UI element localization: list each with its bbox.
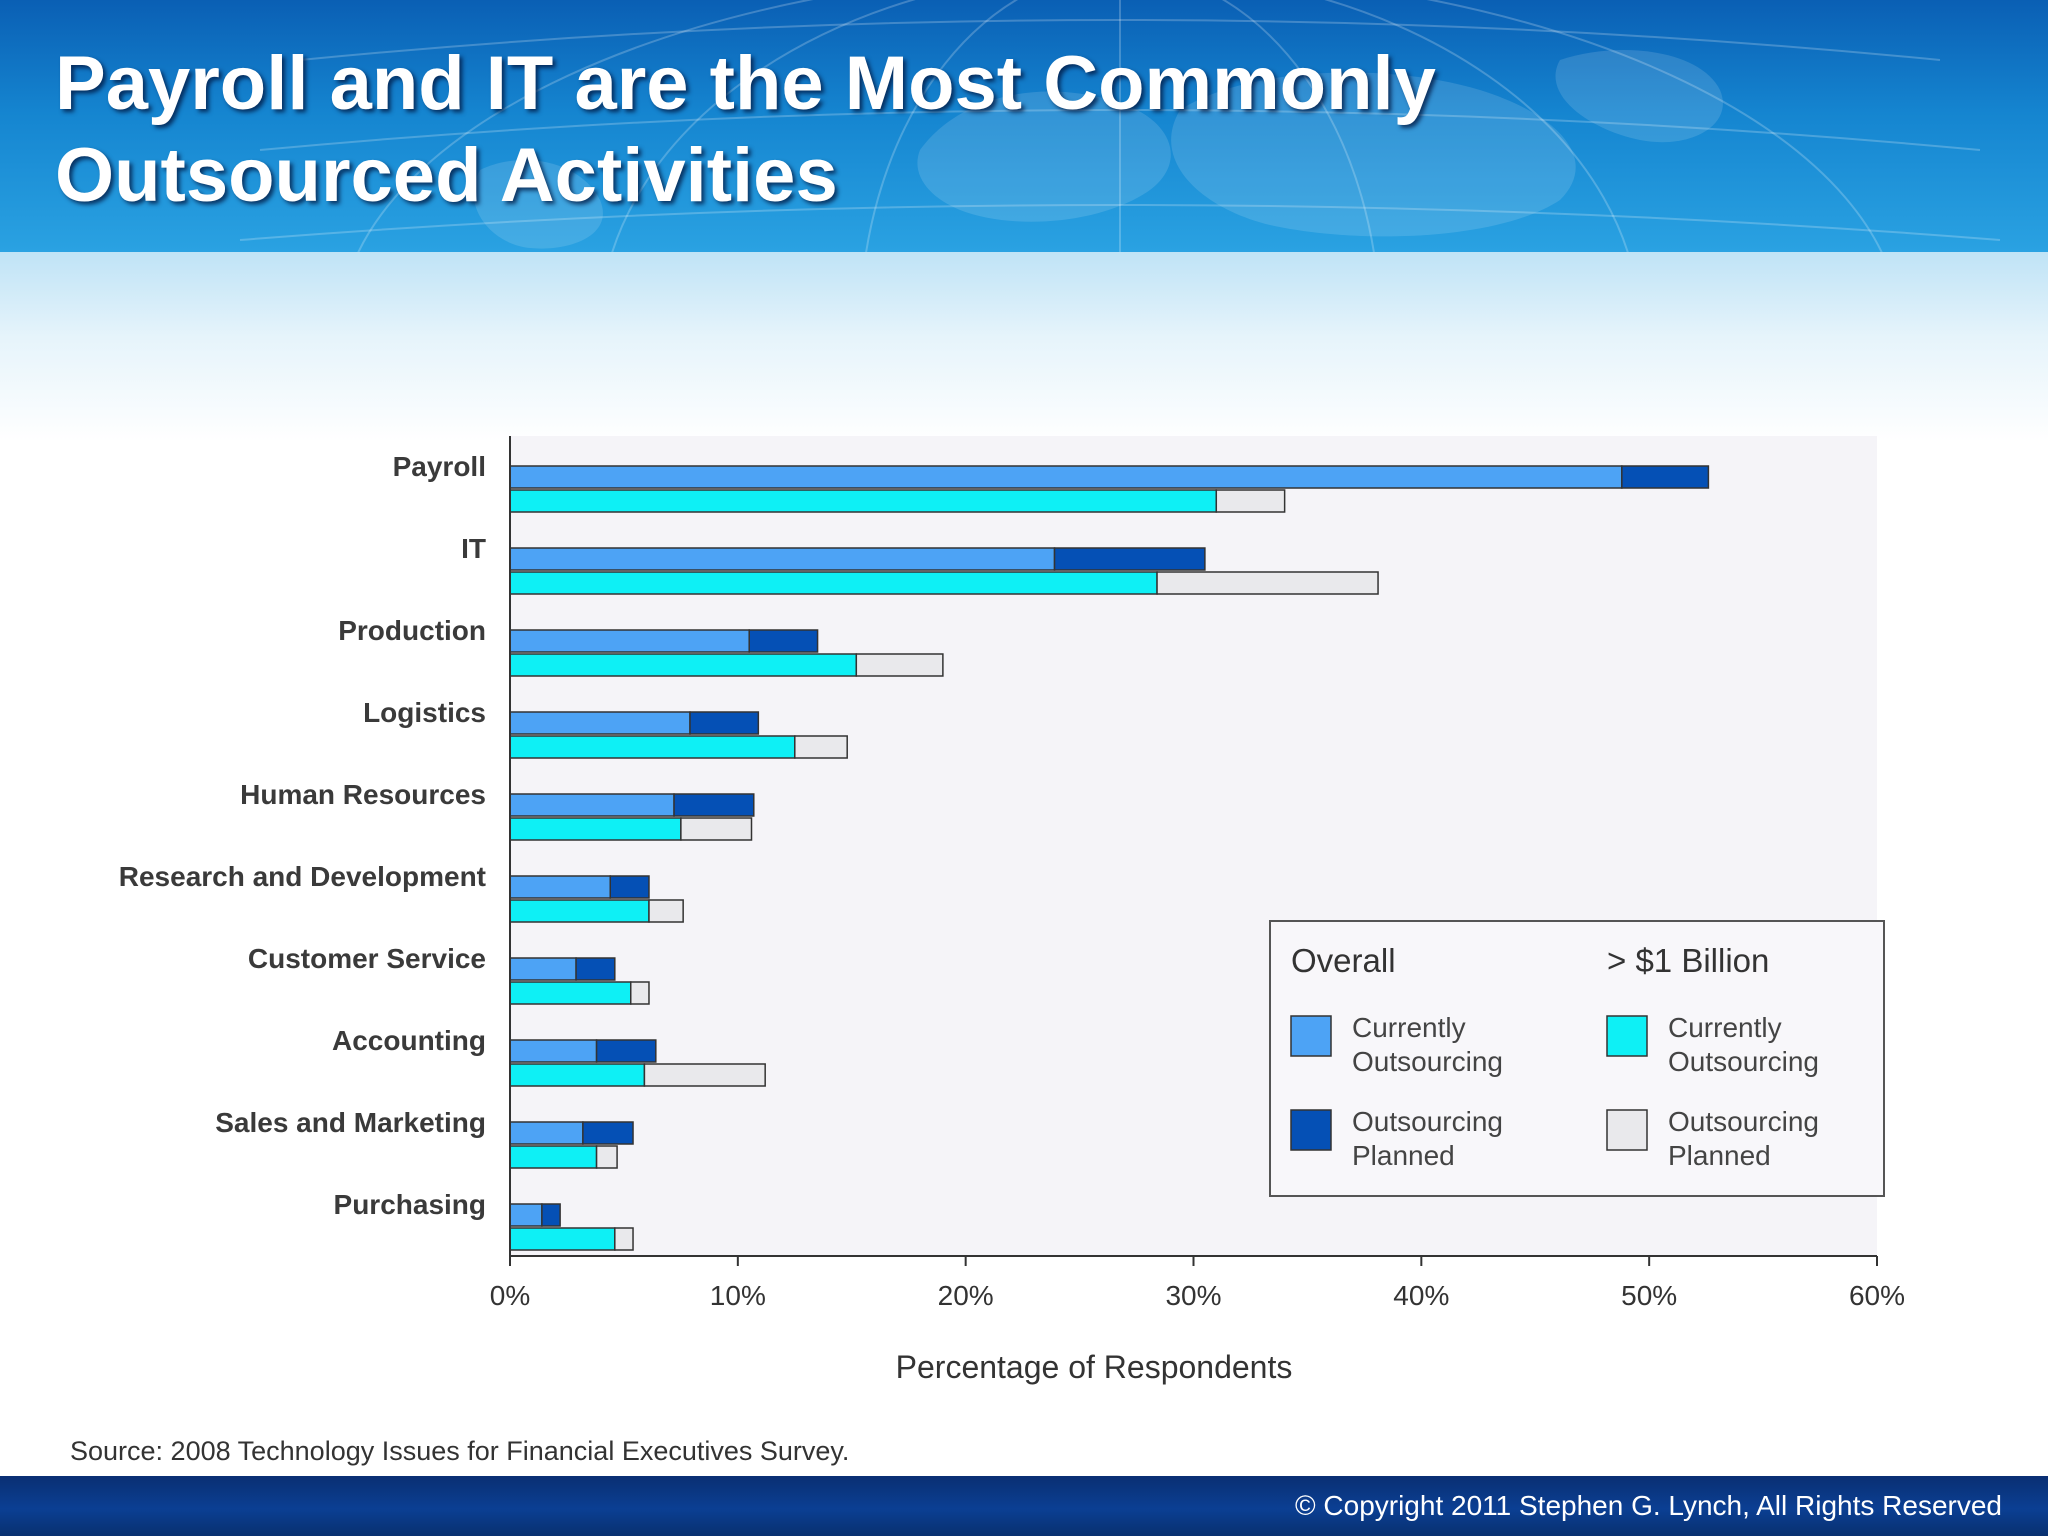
legend-label-line-1: Outsourcing	[1352, 1106, 1503, 1137]
bar-sales-and-marketing-billion-current	[509, 1145, 598, 1169]
bar-customer-service-billion-current	[509, 981, 632, 1005]
bar-it-overall-current	[509, 547, 1056, 571]
title-line-2: Outsourced Activities	[55, 133, 838, 218]
title-line-1: Payroll and IT are the Most Commonly	[55, 41, 1436, 126]
slide-title: Payroll and IT are the Most Commonly Out…	[55, 38, 1655, 222]
bar-customer-service-billion-planned	[630, 981, 650, 1005]
header-banner	[0, 0, 2048, 252]
bar-production-overall-planned	[748, 629, 819, 653]
bar-purchasing-overall-current	[509, 1203, 543, 1227]
legend-label-line-1: Currently	[1668, 1012, 1782, 1043]
bar-production-overall-current	[509, 629, 750, 653]
bar-human-resources-billion-current	[509, 817, 682, 841]
bar-human-resources-billion-planned	[680, 817, 753, 841]
copyright-notice: © Copyright 2011 Stephen G. Lynch, All R…	[1294, 1490, 2002, 1521]
category-label-payroll: Payroll	[393, 451, 486, 482]
category-label-logistics: Logistics	[363, 697, 486, 728]
x-axis-title: Percentage of Respondents	[896, 1349, 1293, 1385]
bar-research-and-development-billion-planned	[648, 899, 684, 923]
legend-label-line-2: Outsourcing	[1352, 1046, 1503, 1077]
tick-labels-layer: 0% 10% 20% 30% 40% 50% 60%	[490, 1280, 1905, 1311]
legend-label-line-2: Planned	[1668, 1140, 1771, 1171]
legend: Overall > $1 BillionCurrentlyOutsourcingO…	[1269, 920, 1885, 1197]
x-tick-label: 40%	[1393, 1280, 1449, 1311]
bar-accounting-overall-planned	[595, 1039, 657, 1063]
legend-swatch	[1290, 1015, 1332, 1057]
bar-logistics-overall-current	[509, 711, 691, 735]
source-note: Source: 2008 Technology Issues for Finan…	[70, 1436, 850, 1466]
legend-group-title: Overall	[1291, 942, 1396, 979]
bar-sales-and-marketing-billion-planned	[595, 1145, 618, 1169]
legend-swatch	[1606, 1015, 1648, 1057]
category-label-it: IT	[461, 533, 486, 564]
bar-customer-service-overall-planned	[575, 957, 616, 981]
bar-logistics-overall-planned	[689, 711, 760, 735]
header-fade	[0, 252, 2048, 442]
category-label-research-and-development: Research and Development	[119, 861, 486, 892]
legend-label-line-2: Planned	[1352, 1140, 1455, 1171]
x-tick-label: 20%	[938, 1280, 994, 1311]
bar-production-billion-current	[509, 653, 858, 677]
bar-payroll-overall-current	[509, 465, 1623, 489]
bar-research-and-development-overall-planned	[609, 875, 650, 899]
category-label-purchasing: Purchasing	[334, 1189, 486, 1220]
bar-logistics-billion-current	[509, 735, 796, 759]
bar-accounting-billion-planned	[643, 1063, 766, 1087]
legend-label-line-1: Outsourcing	[1668, 1106, 1819, 1137]
category-label-human-resources: Human Resources	[240, 779, 486, 810]
bar-it-overall-planned	[1053, 547, 1206, 571]
legend-swatch	[1290, 1109, 1332, 1151]
bar-it-billion-planned	[1156, 571, 1379, 595]
legend-group-title: > $1 Billion	[1607, 942, 1769, 979]
bar-research-and-development-overall-current	[509, 875, 611, 899]
bar-customer-service-overall-current	[509, 957, 577, 981]
bar-human-resources-overall-current	[509, 793, 675, 817]
x-tick-label: 50%	[1621, 1280, 1677, 1311]
category-label-sales-and-marketing: Sales and Marketing	[215, 1107, 486, 1138]
world-map-graphic	[239, 0, 2001, 252]
legend-swatch	[1606, 1109, 1648, 1151]
bar-production-billion-planned	[855, 653, 944, 677]
bar-research-and-development-billion-current	[509, 899, 650, 923]
x-tick-label: 30%	[1165, 1280, 1221, 1311]
x-tick-label: 60%	[1849, 1280, 1905, 1311]
bar-payroll-overall-planned	[1621, 465, 1710, 489]
bar-purchasing-billion-current	[509, 1227, 616, 1251]
bar-sales-and-marketing-overall-planned	[582, 1121, 634, 1145]
axes-layer	[509, 436, 1878, 1266]
bar-purchasing-billion-planned	[614, 1227, 634, 1251]
legend-label-line-1: Currently	[1352, 1012, 1466, 1043]
footer-bar: © Copyright 2011 Stephen G. Lynch, All R…	[0, 1476, 2048, 1536]
bars-layer	[509, 465, 1710, 1251]
x-tick-label: 10%	[710, 1280, 766, 1311]
bar-sales-and-marketing-overall-current	[509, 1121, 584, 1145]
category-label-production: Production	[338, 615, 486, 646]
category-labels-layer: Payroll IT Production Logistics Human Resour…	[119, 451, 486, 1220]
bar-accounting-overall-current	[509, 1039, 598, 1063]
legend-label-line-2: Outsourcing	[1668, 1046, 1819, 1077]
bar-logistics-billion-planned	[794, 735, 848, 759]
x-tick-label: 0%	[490, 1280, 530, 1311]
category-label-accounting: Accounting	[332, 1025, 486, 1056]
bar-it-billion-current	[509, 571, 1158, 595]
bar-purchasing-overall-planned	[541, 1203, 561, 1227]
bar-accounting-billion-current	[509, 1063, 646, 1087]
bar-payroll-billion-planned	[1215, 489, 1286, 513]
bar-payroll-billion-current	[509, 489, 1218, 513]
category-label-customer-service: Customer Service	[248, 943, 486, 974]
bar-human-resources-overall-planned	[673, 793, 755, 817]
legend-box	[1269, 920, 1885, 1197]
